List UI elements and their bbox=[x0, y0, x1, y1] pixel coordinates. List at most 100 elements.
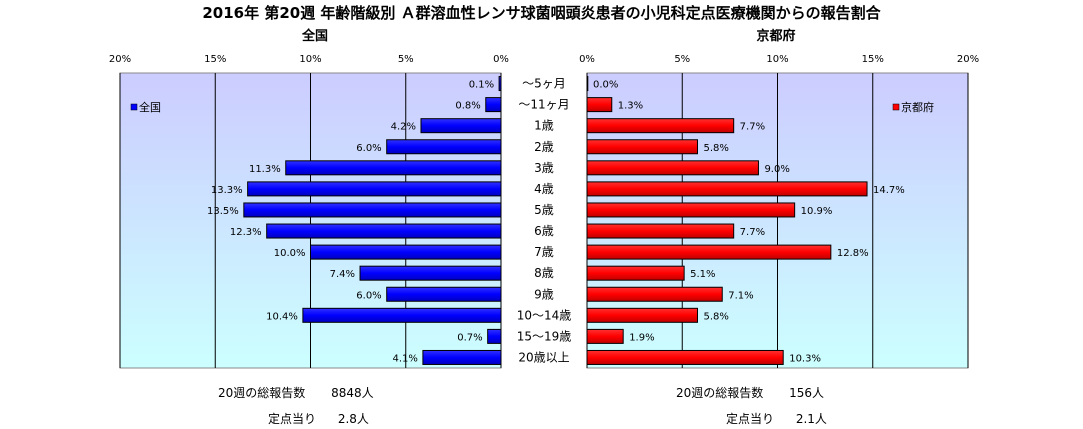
kyoto-value-label: 7.7% bbox=[740, 227, 765, 238]
kyoto-value-label: 7.7% bbox=[740, 122, 765, 133]
kyoto-legend-label: 京都府 bbox=[901, 100, 934, 114]
national-panel: 20% 15% 10% 5% 0% 0.1% 0.8% 4.2% 6.0% 11.3% 13.3% 1… bbox=[109, 54, 509, 369]
national-bar bbox=[243, 202, 502, 218]
national-legend-swatch bbox=[130, 103, 138, 111]
kyoto-tick-label: 10% bbox=[766, 54, 788, 65]
kyoto-bar bbox=[586, 76, 589, 92]
kyoto-value-label: 5.1% bbox=[690, 269, 715, 280]
kyoto-value-label: 1.9% bbox=[629, 332, 654, 343]
national-bar bbox=[386, 139, 502, 155]
national-per-label: 定点当り bbox=[268, 412, 317, 426]
kyoto-value-label: 10.3% bbox=[789, 353, 821, 364]
national-bar bbox=[422, 349, 502, 365]
kyoto-value-label: 1.3% bbox=[618, 101, 643, 112]
kyoto-bar bbox=[586, 223, 735, 239]
kyoto-total-label: 20週の総報告数 bbox=[676, 386, 764, 400]
kyoto-bar bbox=[586, 97, 613, 113]
category-label: 3歳 bbox=[534, 161, 554, 175]
kyoto-legend-swatch bbox=[892, 103, 900, 111]
kyoto-value-label: 9.0% bbox=[764, 164, 789, 175]
national-value-label: 12.3% bbox=[230, 227, 262, 238]
kyoto-bar bbox=[586, 118, 735, 134]
national-tick-label: 5% bbox=[398, 54, 414, 65]
kyoto-value-label: 12.8% bbox=[837, 248, 869, 259]
subtitle-kyoto: 京都府 bbox=[756, 29, 796, 44]
category-label: 9歳 bbox=[534, 287, 554, 301]
kyoto-per-value: 2.1人 bbox=[795, 412, 827, 426]
kyoto-value-label: 10.9% bbox=[801, 206, 833, 217]
national-value-label: 4.2% bbox=[391, 122, 416, 133]
kyoto-tick-label: 15% bbox=[862, 54, 884, 65]
national-value-label: 4.1% bbox=[392, 353, 417, 364]
category-label: 1歳 bbox=[534, 119, 554, 133]
national-value-label: 13.3% bbox=[211, 185, 243, 196]
national-total-label: 20週の総報告数 bbox=[218, 386, 306, 400]
chart-title: 2016年 第20週 年齢階級別 Ａ群溶血性レンサ球菌咽頭炎患者の小児科定点医療… bbox=[202, 4, 881, 22]
kyoto-value-label: 0.0% bbox=[593, 80, 618, 91]
national-bar bbox=[487, 328, 502, 344]
category-label: 5歳 bbox=[534, 203, 554, 217]
category-label: 7歳 bbox=[534, 245, 554, 259]
national-bar bbox=[485, 97, 502, 113]
category-label: 15～19歳 bbox=[517, 329, 572, 343]
kyoto-bar bbox=[586, 181, 868, 197]
kyoto-bar bbox=[586, 286, 723, 302]
national-tick-label: 15% bbox=[204, 54, 226, 65]
national-bar bbox=[302, 307, 502, 323]
kyoto-value-label: 5.8% bbox=[703, 311, 728, 322]
category-labels: ～5ヶ月 ～11ヶ月 1歳 2歳 3歳 4歳 5歳 6歳 7歳 8歳 9歳 10～14歳 15～19歳 2… bbox=[517, 77, 572, 365]
national-value-label: 7.4% bbox=[330, 269, 355, 280]
national-bar bbox=[386, 286, 502, 302]
category-label: 6歳 bbox=[534, 224, 554, 238]
national-bar bbox=[498, 76, 502, 92]
subtitle-national: 全国 bbox=[301, 29, 328, 44]
category-label: 8歳 bbox=[534, 266, 554, 280]
category-label: 2歳 bbox=[534, 140, 554, 154]
kyoto-tick-label: 0% bbox=[579, 54, 595, 65]
national-summary-total: 20週の総報告数 8848人 bbox=[218, 384, 374, 401]
national-value-label: 6.0% bbox=[356, 143, 381, 154]
national-value-label: 11.3% bbox=[249, 164, 281, 175]
national-bar bbox=[420, 118, 502, 134]
kyoto-value-label: 7.1% bbox=[728, 290, 753, 301]
kyoto-bar bbox=[586, 307, 698, 323]
kyoto-per-label: 定点当り bbox=[726, 412, 775, 426]
national-value-label: 0.1% bbox=[469, 80, 494, 91]
kyoto-bar bbox=[586, 160, 759, 176]
kyoto-tick-label: 5% bbox=[674, 54, 690, 65]
national-legend-label: 全国 bbox=[139, 100, 161, 114]
national-summary-per: 定点当り 2.8人 bbox=[268, 410, 369, 427]
national-bar bbox=[247, 181, 502, 197]
kyoto-value-label: 14.7% bbox=[873, 185, 905, 196]
kyoto-value-label: 5.8% bbox=[703, 143, 728, 154]
kyoto-panel: 0% 5% 10% 15% 20% 0.0%1.3% 7.7% 5.8% 9.0% 14.7% 10… bbox=[579, 54, 979, 369]
category-label: ～5ヶ月 bbox=[522, 77, 566, 91]
kyoto-bar bbox=[586, 265, 685, 281]
category-label: ～11ヶ月 bbox=[518, 98, 569, 112]
kyoto-summary-per: 定点当り 2.1人 bbox=[726, 410, 827, 427]
kyoto-bar bbox=[586, 244, 832, 260]
national-bar bbox=[285, 160, 502, 176]
kyoto-total-value: 156人 bbox=[789, 386, 825, 400]
national-bar bbox=[359, 265, 502, 281]
national-value-label: 10.0% bbox=[274, 248, 306, 259]
national-value-label: 0.8% bbox=[455, 101, 480, 112]
category-label: 4歳 bbox=[534, 182, 554, 196]
national-tick-label: 0% bbox=[493, 54, 509, 65]
kyoto-tick-label: 20% bbox=[957, 54, 979, 65]
national-value-label: 10.4% bbox=[266, 311, 298, 322]
national-value-label: 0.7% bbox=[457, 332, 482, 343]
national-tick-label: 20% bbox=[109, 54, 131, 65]
national-bar bbox=[266, 223, 502, 239]
national-value-label: 6.0% bbox=[356, 290, 381, 301]
kyoto-summary-total: 20週の総報告数 156人 bbox=[676, 384, 824, 401]
national-bar bbox=[310, 244, 502, 260]
category-label: 20歳以上 bbox=[518, 350, 569, 364]
national-total-value: 8848人 bbox=[331, 386, 374, 400]
category-label: 10～14歳 bbox=[517, 308, 572, 322]
kyoto-bar bbox=[586, 139, 698, 155]
national-value-label: 13.5% bbox=[207, 206, 239, 217]
kyoto-bar bbox=[586, 328, 624, 344]
national-tick-label: 10% bbox=[299, 54, 321, 65]
kyoto-bar bbox=[586, 202, 796, 218]
